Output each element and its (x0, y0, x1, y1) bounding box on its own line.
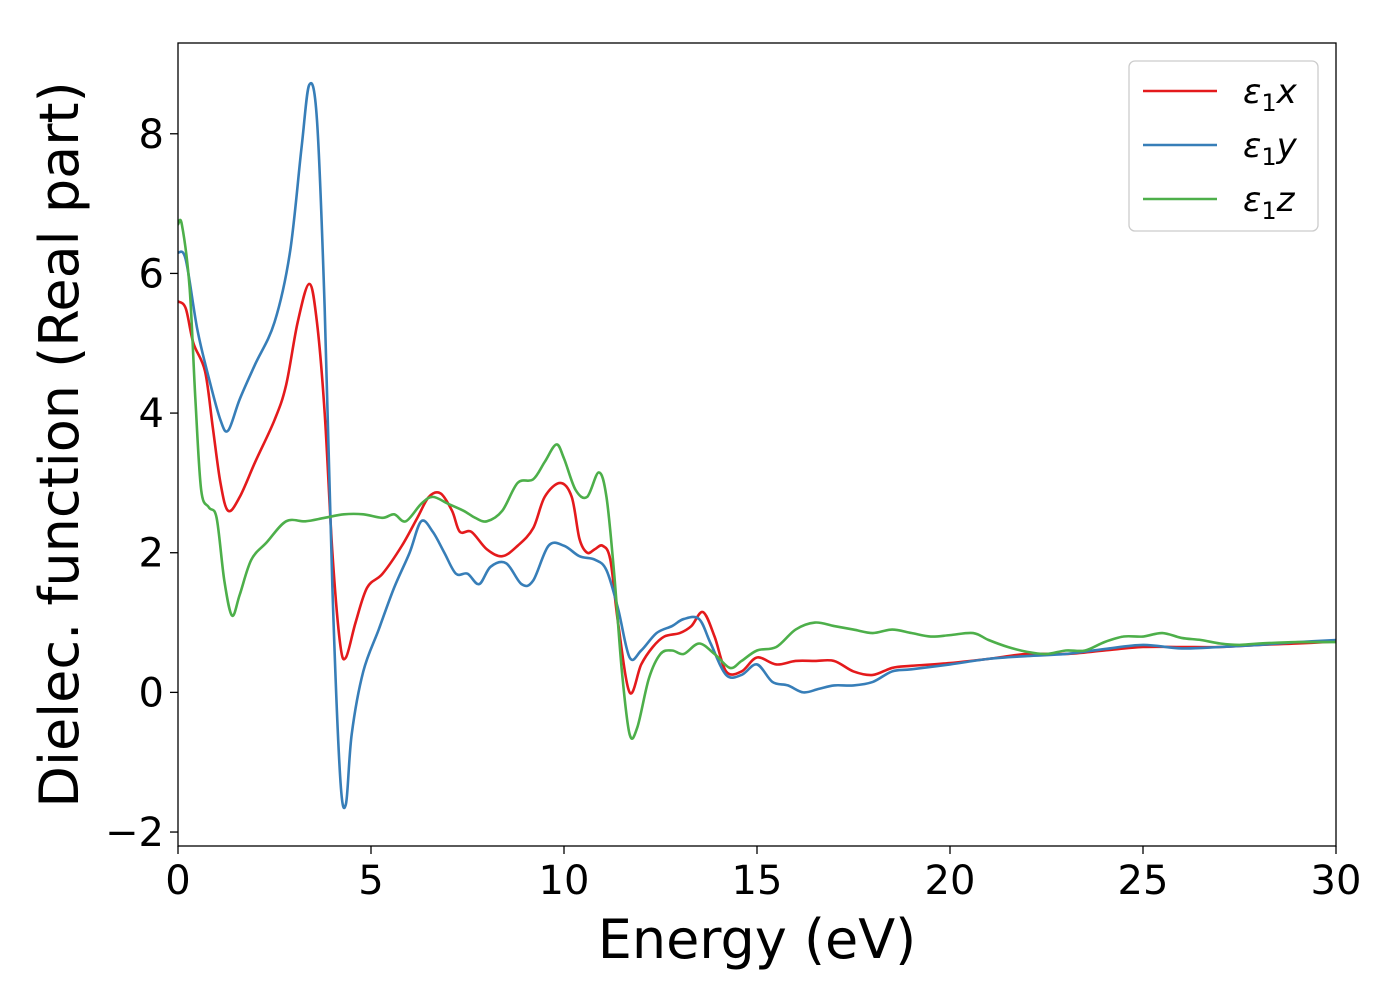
series-line-x (178, 282, 1336, 695)
legend-entry-z: ε1z (1143, 180, 1296, 225)
y-tick-label: 2 (139, 531, 164, 577)
legend-entry-y: ε1y (1143, 126, 1298, 171)
x-tick-label: 5 (358, 858, 383, 904)
legend: ε1x ε1y ε1z (1128, 60, 1319, 232)
series-line-y (178, 81, 1336, 810)
x-tick-label: 30 (1311, 858, 1362, 904)
legend-box (1128, 60, 1319, 232)
series-line-z (178, 218, 1336, 740)
x-axis-title: Energy (eV) (598, 908, 917, 971)
x-tick-label: 25 (1118, 858, 1169, 904)
x-tick-label: 20 (925, 858, 976, 904)
y-tick-label: 8 (139, 112, 164, 158)
plot-frame (177, 42, 1337, 847)
y-tick-label: 6 (139, 251, 164, 297)
legend-label-y: ε1y (1243, 126, 1298, 171)
y-tick-label: −2 (105, 810, 164, 856)
y-tick-label: 0 (139, 670, 164, 716)
x-tick-label: 0 (165, 858, 190, 904)
series-layer (178, 81, 1336, 810)
legend-label-x: ε1x (1243, 72, 1298, 117)
x-tick-label: 15 (732, 858, 783, 904)
x-tick-label: 10 (539, 858, 590, 904)
legend-entry-x: ε1x (1143, 72, 1298, 117)
y-tick-label: 4 (139, 391, 164, 437)
y-axis-title: Dielec. function (Real part) (28, 81, 91, 807)
legend-label-z: ε1z (1243, 180, 1296, 225)
